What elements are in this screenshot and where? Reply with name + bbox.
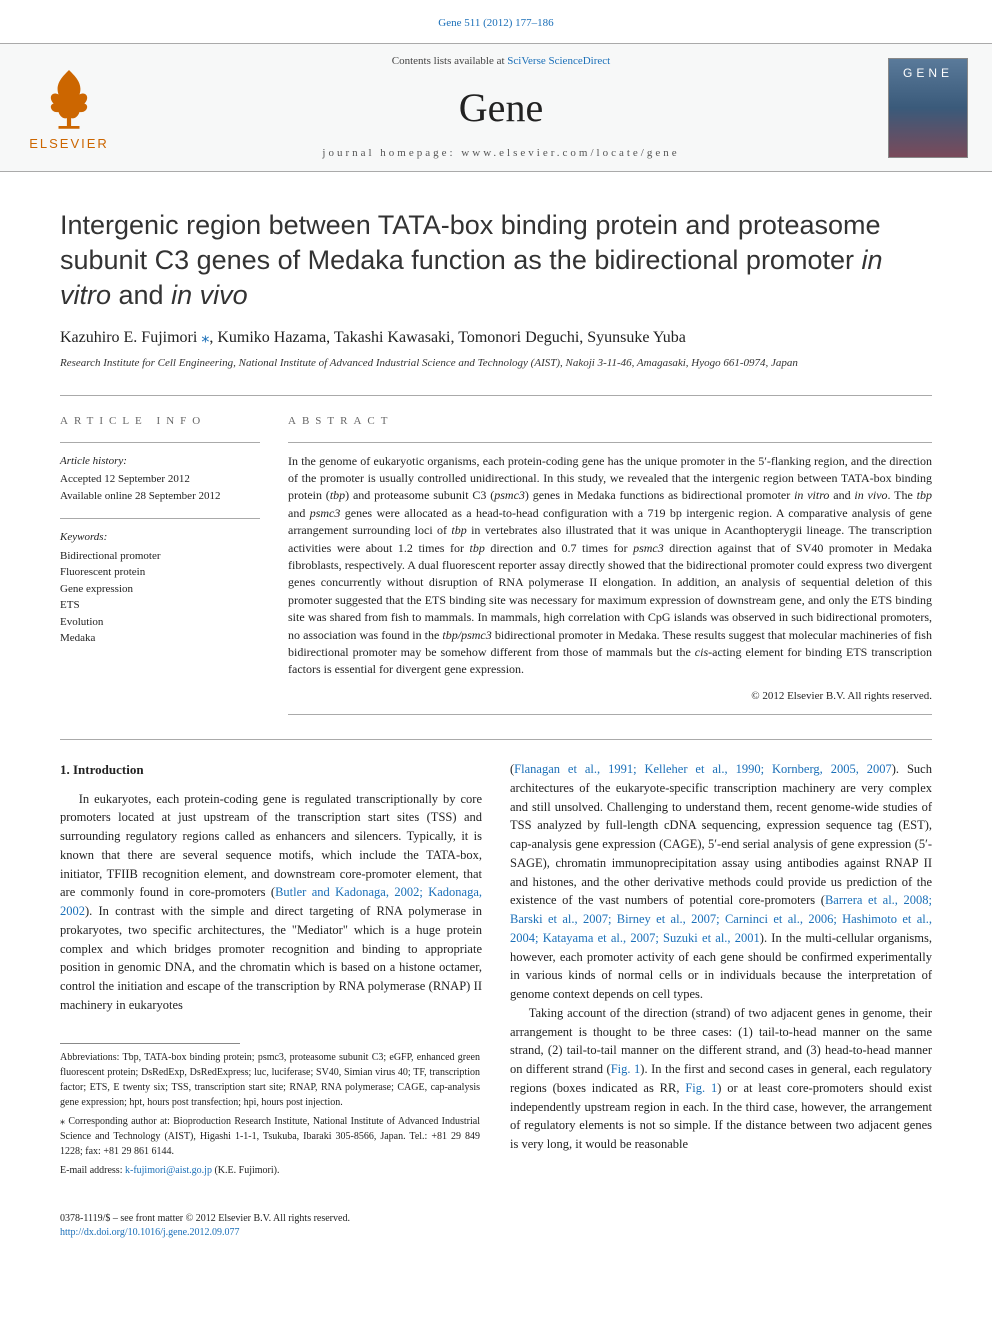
journal-homepage: journal homepage: www.elsevier.com/locat… [114,146,888,161]
abbrev-head: Abbreviations: [60,1052,123,1063]
abstract-italic: tbp [330,488,345,502]
abstract-copyright: © 2012 Elsevier B.V. All rights reserved… [288,689,932,704]
footnote-block: Abbreviations: Tbp, TATA-box binding pro… [60,1043,480,1178]
abbrev-body: Tbp, TATA-box binding protein; psmc3, pr… [60,1052,480,1108]
title-part-1: Intergenic region between TATA-box bindi… [60,210,881,275]
issn-doi-block: 0378-1119/$ – see front matter © 2012 El… [60,1212,350,1240]
history-accepted: Accepted 12 September 2012 [60,471,260,488]
article-info-column: ARTICLE INFO Article history: Accepted 1… [60,414,260,715]
abstract-divider-bottom [288,714,932,715]
email-tail: (K.E. Fujimori). [212,1165,280,1176]
keyword-item: Evolution [60,614,260,631]
contents-available-line: Contents lists available at SciVerse Sci… [114,54,888,69]
authors-rest: , Kumiko Hazama, Takashi Kawasaki, Tomon… [209,329,685,346]
intro-paragraph-1-cont: (Flanagan et al., 1991; Kelleher et al.,… [510,760,932,1004]
corr-text: Corresponding author at: Bioproduction R… [60,1116,480,1157]
keyword-item: Medaka [60,630,260,647]
article-info-heading: ARTICLE INFO [60,414,260,429]
doi-link[interactable]: http://dx.doi.org/10.1016/j.gene.2012.09… [60,1227,240,1238]
intro-paragraph-2: Taking account of the direction (strand)… [510,1004,932,1154]
abstract-italic: in vitro [794,488,829,502]
abstract-heading: ABSTRACT [288,414,932,429]
abstract-span: direction against that of SV40 promoter … [288,541,932,642]
abstract-italic: psmc3 [633,541,664,555]
header-center: Contents lists available at SciVerse Sci… [114,54,888,161]
body-text: ). In contrast with the simple and direc… [60,904,482,1012]
figure-link[interactable]: Fig. 1 [685,1081,717,1095]
abstract-italic: tbp/psmc3 [442,628,491,642]
elsevier-wordmark: ELSEVIER [29,135,109,153]
author-primary: Kazuhiro E. Fujimori [60,329,201,346]
info-divider [60,442,260,443]
abstract-span: and [288,506,310,520]
abstract-italic: in vivo [854,488,887,502]
abbreviations-line: Abbreviations: Tbp, TATA-box binding pro… [60,1050,480,1110]
abstract-divider [288,442,932,443]
sciencedirect-link[interactable]: SciVerse ScienceDirect [507,55,610,67]
history-online: Available online 28 September 2012 [60,488,260,505]
abstract-italic: tbp [451,523,466,537]
keyword-item: Bidirectional promoter [60,548,260,565]
email-line: E-mail address: k-fujimori@aist.go.jp (K… [60,1163,480,1178]
email-link[interactable]: k-fujimori@aist.go.jp [125,1165,212,1176]
footer-bottom-row: 0378-1119/$ – see front matter © 2012 El… [60,1194,932,1240]
abstract-span: ) genes in Medaka functions as bidirecti… [525,488,794,502]
elsevier-tree-icon [34,63,104,133]
footnote-divider [60,1043,240,1044]
info-abstract-row: ARTICLE INFO Article history: Accepted 1… [0,396,992,739]
abstract-italic: tbp [917,488,932,502]
elsevier-logo: ELSEVIER [24,63,114,153]
section-heading-intro: 1. Introduction [60,760,482,780]
keywords-block: Keywords: Bidirectional promoter Fluores… [60,529,260,647]
article-title: Intergenic region between TATA-box bindi… [0,172,992,327]
abstract-span: direction and 0.7 times for [485,541,633,555]
body-column-right: (Flanagan et al., 1991; Kelleher et al.,… [510,760,932,1182]
abstract-text: In the genome of eukaryotic organisms, e… [288,453,932,679]
email-head: E-mail address: [60,1165,125,1176]
figure-link[interactable]: Fig. 1 [611,1062,641,1076]
affiliation: Research Institute for Cell Engineering,… [0,356,992,395]
keyword-item: Gene expression [60,581,260,598]
abstract-italic: tbp [470,541,485,555]
journal-cover-thumbnail [888,58,968,158]
abstract-span: and [829,488,854,502]
intro-paragraph-1: In eukaryotes, each protein-coding gene … [60,790,482,1015]
body-column-left: 1. Introduction In eukaryotes, each prot… [60,760,482,1182]
body-text: ). Such architectures of the eukaryote-s… [510,762,932,907]
title-part-2: and [111,280,171,310]
abstract-italic: psmc3 [310,506,341,520]
title-italic-2: in vivo [171,280,248,310]
issn-line: 0378-1119/$ – see front matter © 2012 El… [60,1212,350,1226]
top-citation: Gene 511 (2012) 177–186 [0,0,992,43]
abstract-column: ABSTRACT In the genome of eukaryotic org… [288,414,932,715]
contents-prefix: Contents lists available at [392,55,507,67]
body-columns: 1. Introduction In eukaryotes, each prot… [0,740,992,1182]
authors-line: Kazuhiro E. Fujimori ⁎, Kumiko Hazama, T… [0,327,992,355]
journal-name: Gene [114,80,888,136]
citation-link[interactable]: Flanagan et al., 1991; Kelleher et al., … [514,762,892,776]
info-divider-2 [60,518,260,519]
citation-link[interactable]: Gene 511 (2012) 177–186 [438,17,553,29]
article-history-block: Article history: Accepted 12 September 2… [60,453,260,505]
abstract-span: ) and proteasome subunit C3 ( [345,488,494,502]
abstract-span: . The [888,488,917,502]
abstract-italic: psmc3 [494,488,525,502]
body-text: In eukaryotes, each protein-coding gene … [60,792,482,900]
journal-header: ELSEVIER Contents lists available at Sci… [0,43,992,172]
history-subhead: Article history: [60,453,260,470]
keyword-item: Fluorescent protein [60,564,260,581]
corresponding-author-line: ⁎ Corresponding author at: Bioproduction… [60,1114,480,1159]
abstract-italic: cis [695,645,708,659]
keywords-subhead: Keywords: [60,529,260,546]
page-footer: 0378-1119/$ – see front matter © 2012 El… [0,1182,992,1260]
keyword-item: ETS [60,597,260,614]
